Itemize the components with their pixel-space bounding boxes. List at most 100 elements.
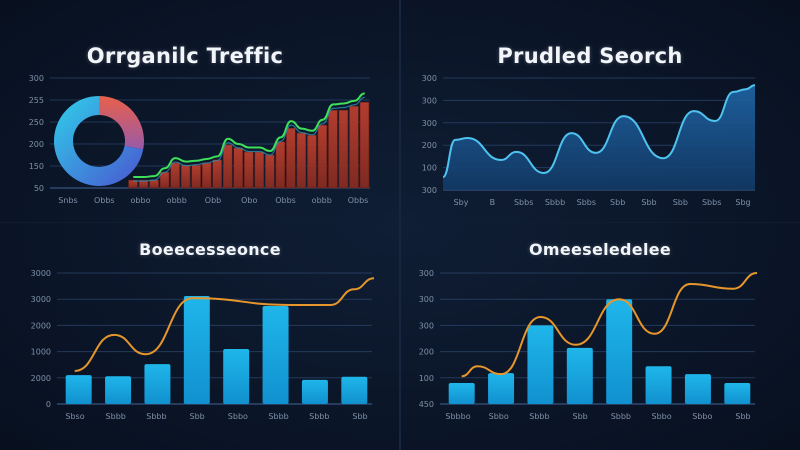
- x-tick-label: Sbb: [573, 412, 588, 421]
- x-tick-label: Sbbs: [702, 198, 721, 207]
- bar: [149, 179, 159, 189]
- bar: [180, 164, 191, 189]
- divider-horizontal: [0, 222, 800, 223]
- x-tick-label: Sbbo: [489, 412, 509, 421]
- x-tick-label: Sbso: [65, 412, 84, 421]
- bar: [254, 151, 265, 189]
- bar: [488, 373, 515, 404]
- y-tick-label: 2000: [31, 321, 51, 330]
- chart-title-search: Prudled Seorch: [497, 44, 683, 68]
- x-tick-label: obbb: [312, 196, 332, 205]
- line-series: [133, 92, 365, 179]
- bar: [262, 306, 289, 404]
- x-tick-label: Sbbo: [228, 412, 248, 421]
- x-tick-label: Sbbb: [529, 412, 549, 421]
- bar: [724, 383, 751, 404]
- line-series: [461, 272, 758, 378]
- y-tick-label: 150: [29, 162, 44, 171]
- x-tick-label: Sbg: [735, 198, 750, 207]
- chart-title-organic-traffic: Orrganilc Treffic: [86, 44, 284, 68]
- x-tick-label: Sbbb: [268, 412, 288, 421]
- bar: [317, 124, 328, 189]
- x-tick-label: Sbbb: [146, 412, 166, 421]
- bar: [359, 101, 370, 189]
- bar: [222, 144, 233, 189]
- x-tick-label: Obb: [205, 196, 221, 205]
- bar: [448, 383, 475, 404]
- x-tick-label: Sbb: [190, 412, 205, 421]
- y-tick-label: 300: [419, 269, 434, 278]
- x-tick-label: Sbbo: [652, 412, 672, 421]
- x-tick-label: Sbbs: [577, 198, 596, 207]
- y-tick-label: 300: [29, 74, 44, 83]
- y-tick-label: 3000: [31, 269, 51, 278]
- x-tick-label: Snbs: [58, 196, 77, 205]
- area-fill: [443, 85, 755, 190]
- line-series-secondary: [133, 96, 365, 182]
- x-tick-label: Sbbb: [106, 412, 126, 421]
- donut-slice: [99, 96, 144, 150]
- bar: [328, 109, 338, 189]
- y-tick-label: 300: [422, 74, 437, 83]
- y-tick-label: 300: [419, 321, 434, 330]
- bar: [286, 127, 296, 189]
- bar: [341, 376, 368, 404]
- y-tick-label: 450: [419, 400, 434, 409]
- bar: [128, 179, 138, 189]
- y-tick-label: 200: [29, 140, 44, 149]
- bar: [307, 134, 317, 189]
- x-tick-label: Sbbb: [309, 412, 329, 421]
- x-tick-label: Sbb: [352, 412, 367, 421]
- x-tick-label: Sbbb: [545, 198, 565, 207]
- bar: [183, 296, 210, 404]
- x-tick-label: Sbbo: [692, 412, 712, 421]
- bar: [212, 159, 222, 189]
- y-tick-label: 1000: [31, 348, 51, 357]
- bar: [191, 164, 201, 189]
- y-tick-label: 300: [422, 96, 437, 105]
- bar: [296, 132, 307, 189]
- y-tick-label: 300: [422, 186, 437, 195]
- y-tick-label: 300: [419, 295, 434, 304]
- y-tick-label: 0: [46, 400, 51, 409]
- x-tick-label: Sbb: [610, 198, 625, 207]
- bar: [527, 325, 554, 404]
- x-tick-label: Sbb: [673, 198, 688, 207]
- area-line: [442, 84, 756, 179]
- divider-vertical: [399, 0, 401, 450]
- bar: [645, 366, 672, 404]
- x-tick-label: Sbbbo: [445, 412, 470, 421]
- x-tick-label: Sbbs: [514, 198, 533, 207]
- bar: [65, 375, 92, 404]
- y-tick-label: 200: [419, 348, 434, 357]
- y-tick-label: 2000: [31, 374, 51, 383]
- x-tick-label: obbb: [167, 196, 187, 205]
- x-tick-label: Sby: [454, 198, 469, 207]
- bar: [233, 147, 244, 189]
- x-tick-label: B: [490, 198, 496, 207]
- y-tick-label: 200: [422, 141, 437, 150]
- bar: [684, 374, 711, 404]
- y-tick-label: 100: [419, 374, 434, 383]
- bar: [170, 162, 180, 189]
- donut-slice: [54, 96, 144, 186]
- bar: [201, 162, 212, 189]
- bar: [105, 376, 132, 404]
- y-tick-label: 255: [29, 96, 44, 105]
- x-tick-label: Sbbb: [611, 412, 631, 421]
- bar: [301, 379, 328, 404]
- x-tick-label: Obo: [241, 196, 257, 205]
- bar: [144, 364, 171, 404]
- bar: [338, 109, 349, 189]
- bar: [349, 105, 359, 189]
- x-tick-label: Obbs: [275, 196, 296, 205]
- x-tick-label: Obbs: [94, 196, 115, 205]
- bar: [223, 348, 250, 404]
- x-tick-label: Obbs: [348, 196, 369, 205]
- chart-title-bottom-right: Omeeseledelee: [528, 240, 672, 259]
- line-series: [74, 277, 375, 372]
- bar: [138, 179, 149, 189]
- y-tick-label: 100: [422, 164, 437, 173]
- y-tick-label: 50: [34, 184, 44, 193]
